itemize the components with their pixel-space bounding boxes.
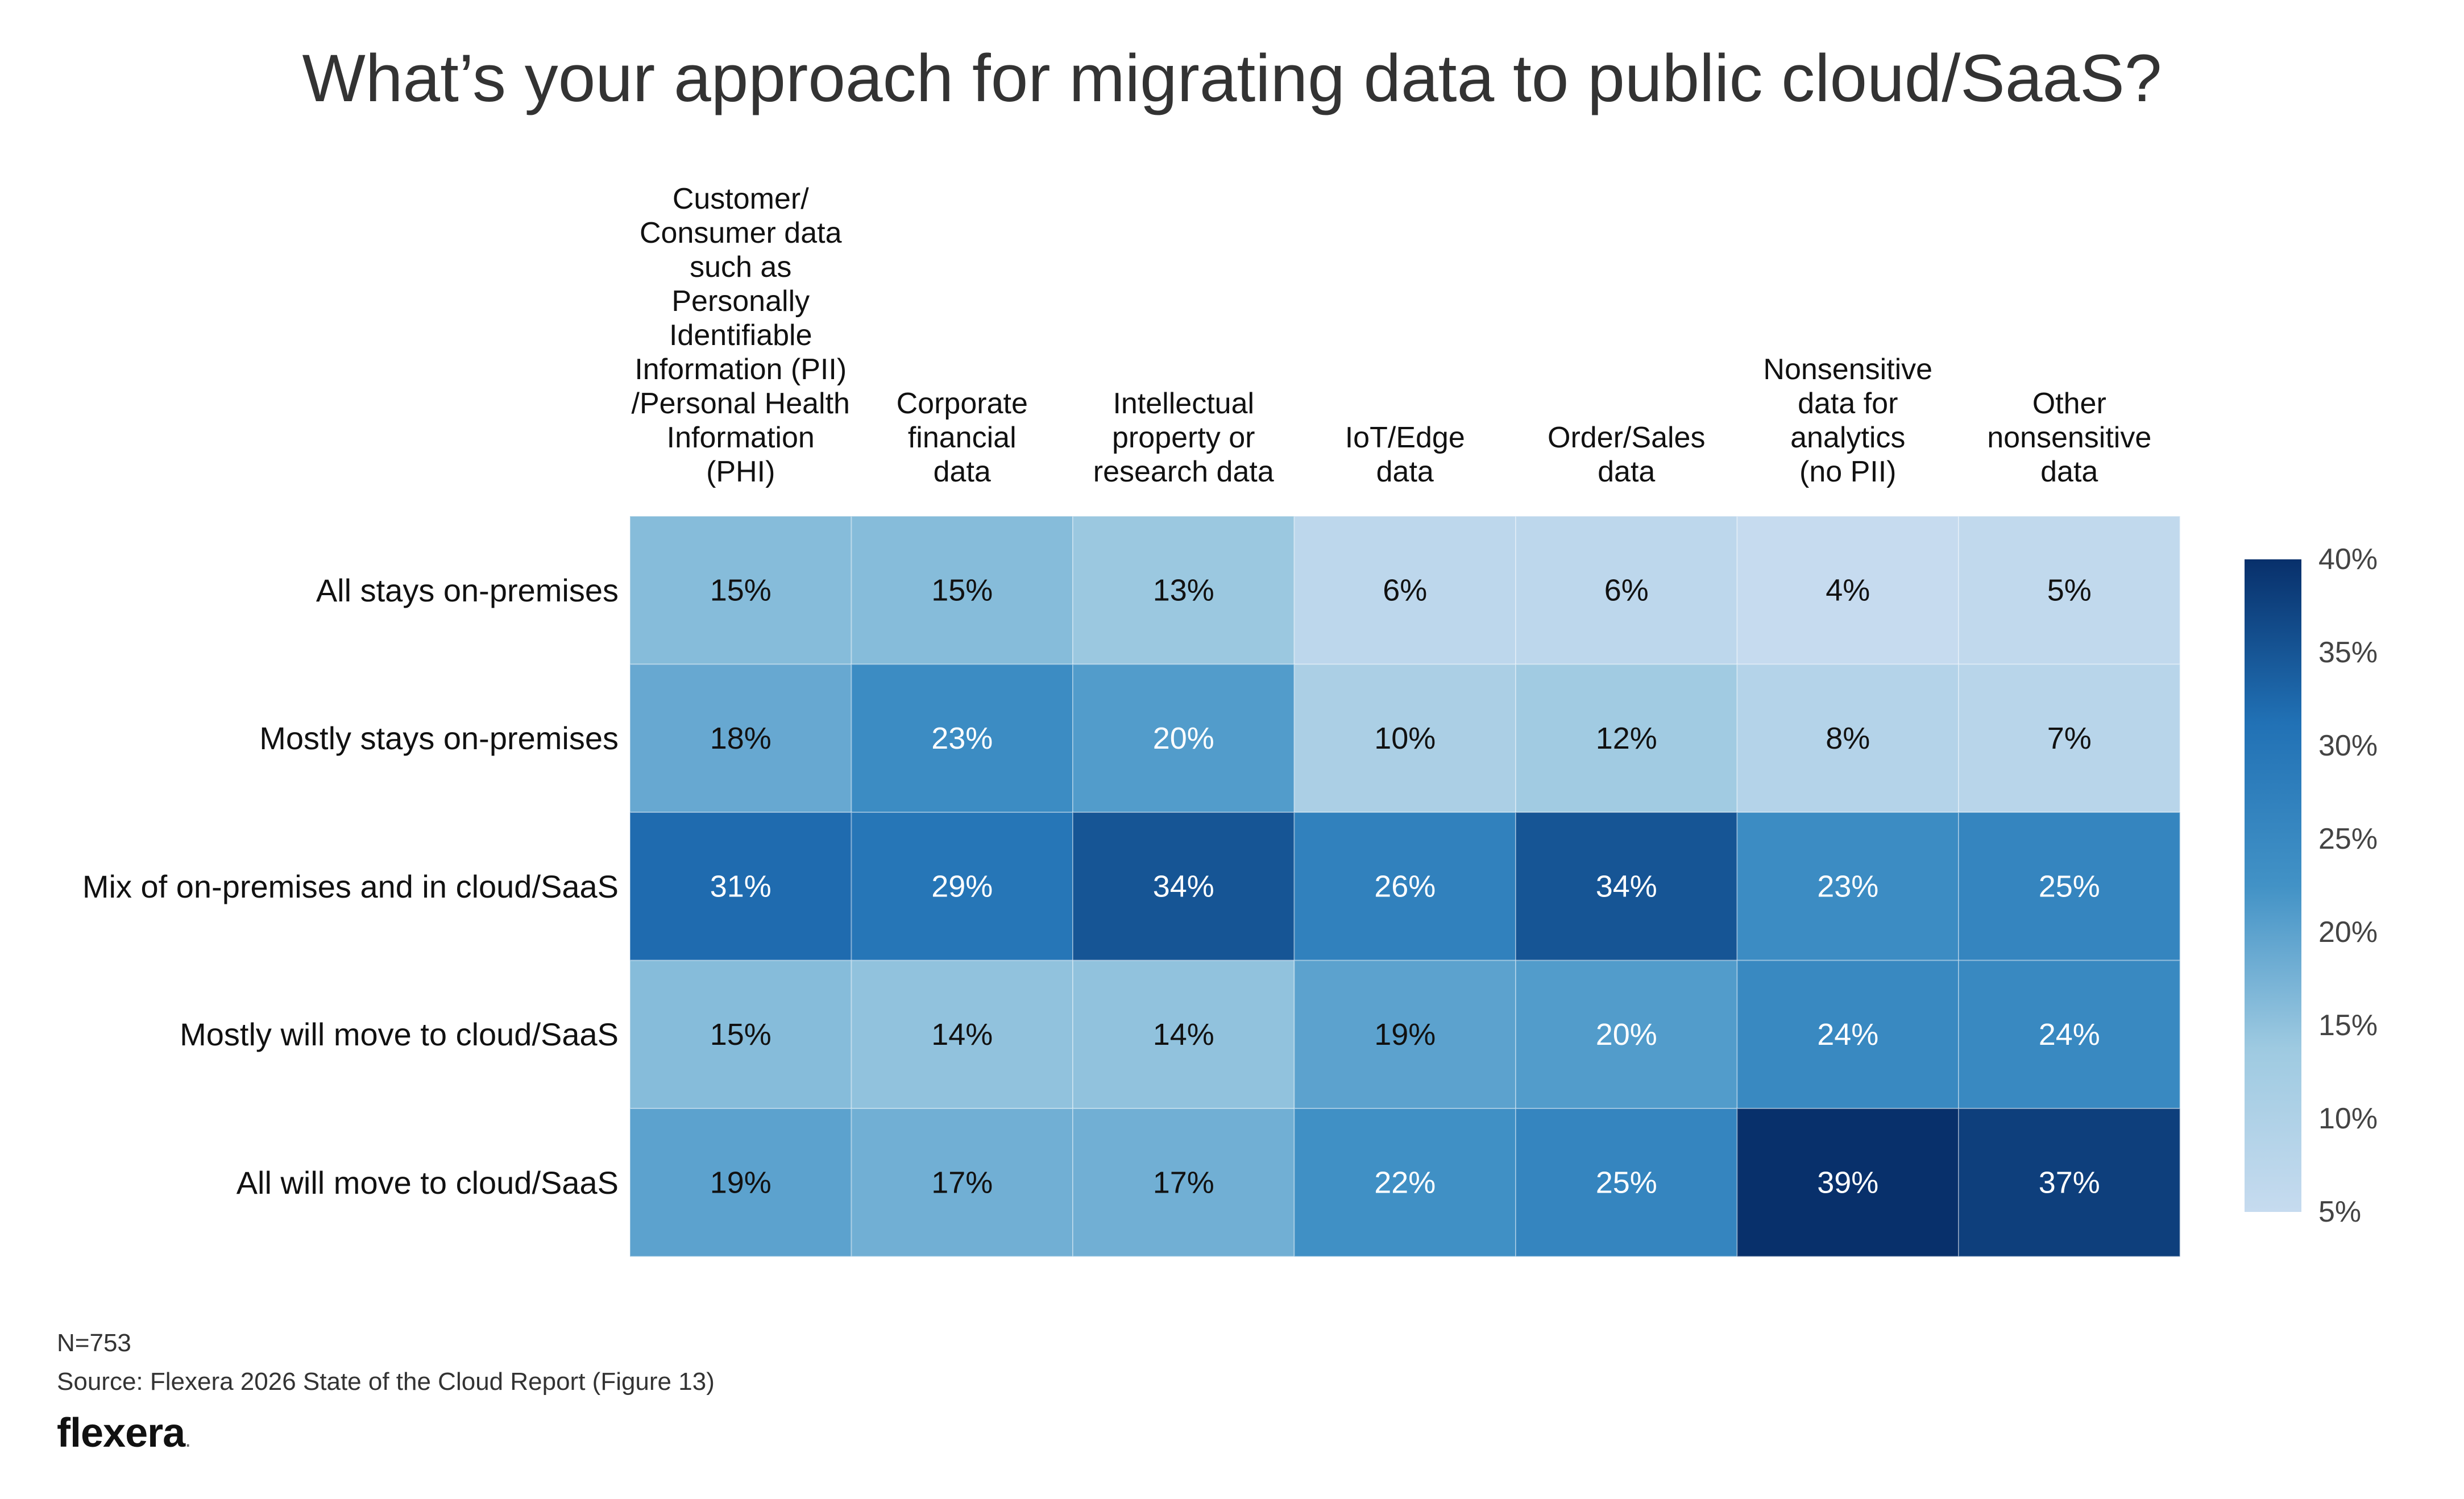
heatmap-cell — [1736, 1108, 1959, 1257]
color-scale-tick-label: 5% — [2318, 1195, 2362, 1228]
row-label: Mostly will move to cloud/SaaS — [180, 1016, 619, 1052]
source-note: Source: Flexera 2026 State of the Cloud … — [57, 1368, 715, 1396]
heatmap-cell-label: 12% — [1596, 721, 1657, 755]
heatmap-cell-label: 22% — [1374, 1165, 1436, 1199]
heatmap-cell-label: 6% — [1383, 573, 1427, 607]
heatmap-cell-label: 24% — [2039, 1018, 2100, 1052]
heatmap-cell — [1958, 1108, 2181, 1257]
heatmap-cell-label: 4% — [1826, 573, 1870, 607]
column-header: Corporate financial data — [896, 387, 1028, 488]
row-label: All will move to cloud/SaaS — [236, 1164, 619, 1201]
row-label: Mostly stays on-premises — [259, 720, 619, 756]
heatmap-cell — [1293, 516, 1516, 665]
heatmap-cell-label: 8% — [1826, 721, 1870, 755]
heatmap-cell — [1736, 516, 1959, 665]
heatmap-cell — [851, 663, 1073, 813]
heatmap-cell — [629, 1108, 852, 1257]
heatmap-cell-label: 34% — [1596, 869, 1657, 903]
heatmap-cell-label: 6% — [1604, 573, 1649, 607]
heatmap-cell — [1072, 960, 1295, 1109]
chart-title: What’s your approach for migrating data … — [302, 41, 2162, 116]
heatmap-cell-label: 17% — [931, 1165, 993, 1199]
heatmap-cell-label: 10% — [1374, 721, 1436, 755]
heatmap-cell-label: 7% — [2047, 721, 2092, 755]
heatmap-cell — [1515, 663, 1738, 813]
color-scale-tick-label: 30% — [2318, 729, 2378, 762]
heatmap-cell — [1293, 663, 1516, 813]
heatmap-cell-label: 15% — [710, 1018, 771, 1052]
heatmap-cell-label: 20% — [1596, 1018, 1657, 1052]
heatmap-cell — [629, 663, 852, 813]
heatmap-cell-label: 24% — [1817, 1018, 1878, 1052]
heatmap-cell-label: 29% — [931, 869, 993, 903]
heatmap-cell-label: 31% — [710, 869, 771, 903]
column-header: IoT/Edge data — [1345, 421, 1465, 488]
heatmap-cell-label: 37% — [2039, 1165, 2100, 1199]
logo-dot: . — [185, 1427, 191, 1452]
heatmap-cell — [1072, 812, 1295, 961]
heatmap-cell-label: 14% — [931, 1018, 993, 1052]
column-header: Nonsensitive data for analytics (no PII) — [1763, 353, 1933, 488]
heatmap-cell — [1072, 516, 1295, 665]
heatmap-cell-label: 13% — [1153, 573, 1214, 607]
heatmap-cell-label: 34% — [1153, 869, 1214, 903]
heatmap-cell-label: 17% — [1153, 1165, 1214, 1199]
heatmap-cell-label: 23% — [931, 721, 993, 755]
color-scale-tick-label: 40% — [2318, 543, 2378, 576]
heatmap-cell-label: 15% — [931, 573, 993, 607]
flexera-logo: flexera. — [57, 1410, 191, 1456]
heatmap-cell — [629, 812, 852, 961]
heatmap-cell — [1958, 812, 2181, 961]
heatmap-cell-label: 19% — [1374, 1018, 1436, 1052]
heatmap-cell — [1293, 960, 1516, 1109]
heatmap-cell-label: 18% — [710, 721, 771, 755]
heatmap-cell — [851, 516, 1073, 665]
column-header: Order/Sales data — [1548, 421, 1706, 488]
heatmap-cell — [1515, 960, 1738, 1109]
heatmap-cell — [1293, 812, 1516, 961]
column-header: Other nonsensitive data — [1987, 387, 2152, 488]
heatmap-cell-label: 14% — [1153, 1018, 1214, 1052]
heatmap-cell — [1515, 1108, 1738, 1257]
column-header: Intellectual property or research data — [1093, 387, 1274, 488]
heatmap-cell — [851, 960, 1073, 1109]
heatmap-cell — [629, 960, 852, 1109]
heatmap-cell-label: 25% — [1596, 1165, 1657, 1199]
color-scale-tick-label: 20% — [2318, 916, 2378, 949]
color-scale-tick-label: 10% — [2318, 1102, 2378, 1135]
heatmap-cell-label: 39% — [1817, 1165, 1878, 1199]
heatmap-cell — [1072, 663, 1295, 813]
heatmap-cell-label: 26% — [1374, 869, 1436, 903]
heatmap-cell — [1736, 812, 1959, 961]
heatmap-cell-label: 23% — [1817, 869, 1878, 903]
heatmap-cell-label: 5% — [2047, 573, 2092, 607]
heatmap-cell-label: 19% — [710, 1165, 771, 1199]
heatmap-cell-label: 25% — [2039, 869, 2100, 903]
color-scale-bar — [2245, 559, 2301, 1212]
color-scale-tick-label: 15% — [2318, 1009, 2378, 1042]
logo-text: flexera — [57, 1410, 185, 1456]
row-label: All stays on-premises — [316, 572, 619, 608]
heatmap-cell — [1515, 812, 1738, 961]
sample-size-note: N=753 — [57, 1329, 131, 1357]
heatmap-cell — [1958, 516, 2181, 665]
heatmap-cell — [1072, 1108, 1295, 1257]
color-scale-tick-label: 25% — [2318, 823, 2378, 856]
row-label: Mix of on-premises and in cloud/SaaS — [82, 868, 619, 904]
heatmap-cell — [1293, 1108, 1516, 1257]
color-scale-tick-label: 35% — [2318, 636, 2378, 669]
heatmap-cell-label: 20% — [1153, 721, 1214, 755]
heatmap-cell — [1958, 960, 2181, 1109]
heatmap-cell — [1736, 960, 1959, 1109]
heatmap-cell-label: 15% — [710, 573, 771, 607]
heatmap-cell — [851, 812, 1073, 961]
heatmap-cell — [851, 1108, 1073, 1257]
heatmap-cell — [1958, 663, 2181, 813]
